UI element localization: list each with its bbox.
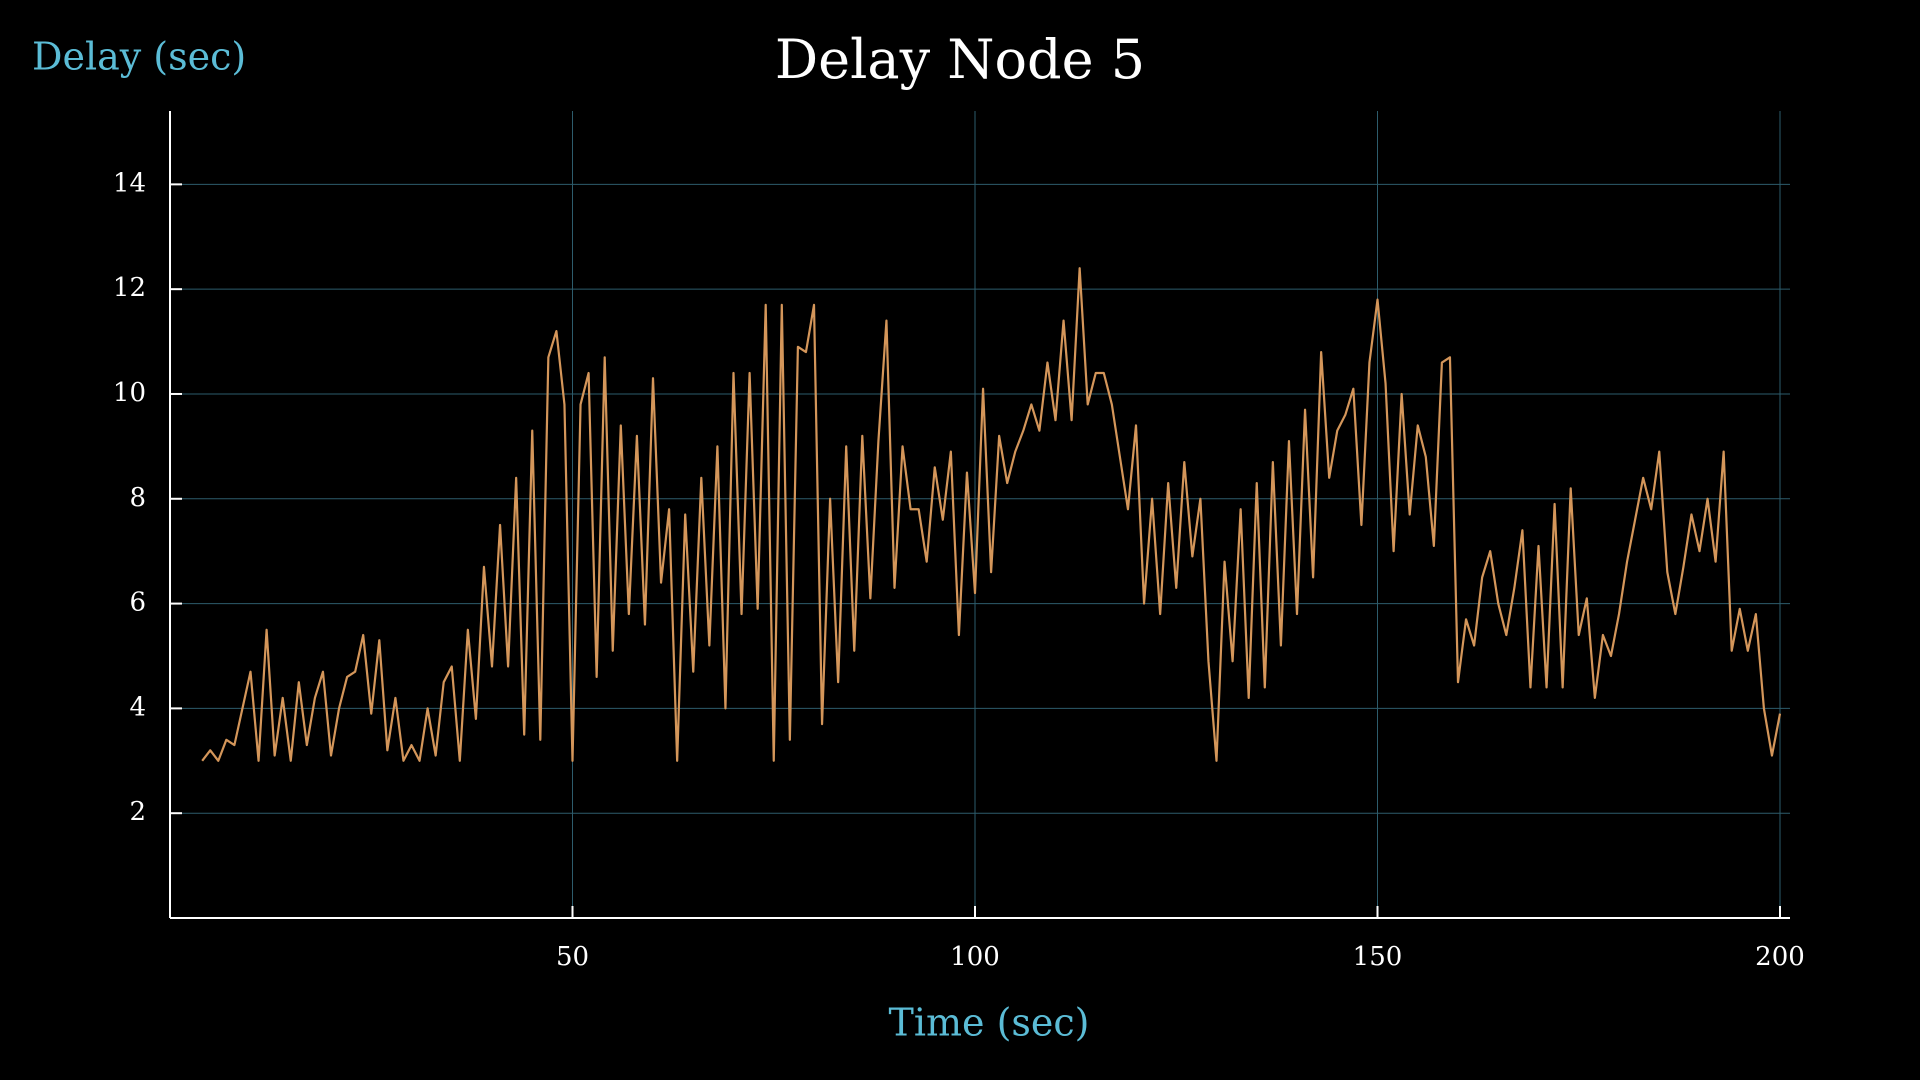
y-tick-label: 12 bbox=[113, 273, 146, 303]
x-tick-label: 200 bbox=[1755, 942, 1805, 972]
x-axis-label: Time (sec) bbox=[888, 1001, 1089, 1045]
x-tick-label: 50 bbox=[556, 942, 589, 972]
x-tick-label: 100 bbox=[950, 942, 1000, 972]
chart-title: Delay Node 5 bbox=[775, 28, 1145, 91]
y-tick-label: 14 bbox=[113, 168, 146, 198]
y-tick-label: 8 bbox=[129, 483, 146, 513]
y-tick-label: 4 bbox=[129, 692, 146, 722]
data-line bbox=[201, 267, 1782, 762]
y-tick-label: 10 bbox=[113, 378, 146, 408]
y-tick-label: 6 bbox=[129, 588, 146, 618]
x-tick-label: 150 bbox=[1353, 942, 1403, 972]
y-tick-label: 2 bbox=[129, 797, 146, 827]
y-axis-label: Delay (sec) bbox=[32, 35, 246, 79]
